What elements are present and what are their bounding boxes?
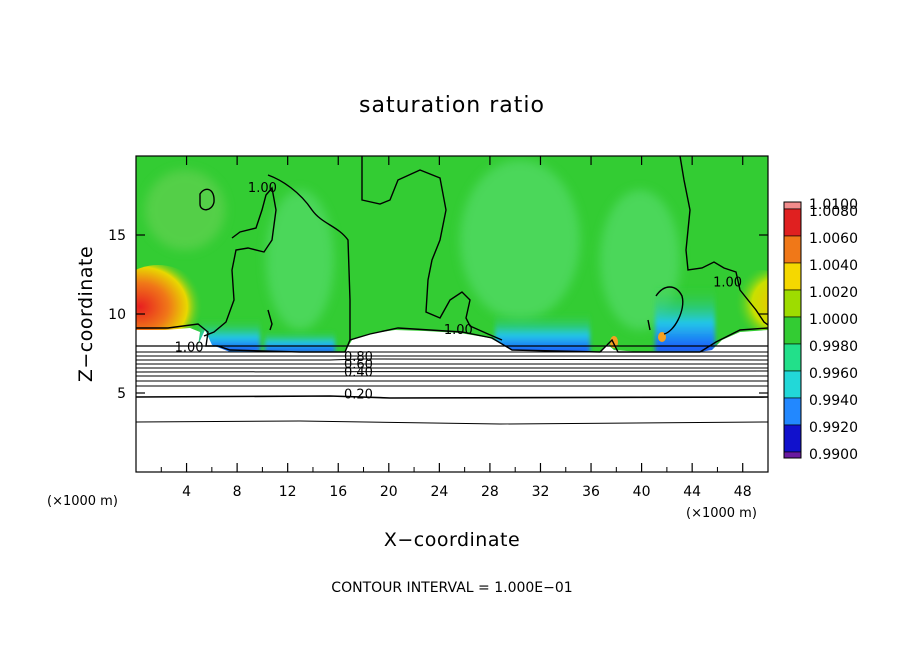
supersaturated-left	[136, 265, 203, 341]
contour-label: 0.40	[344, 366, 373, 381]
x-unit-left: (×1000 m)	[47, 494, 118, 509]
y-tick-label: 5	[117, 386, 126, 402]
colorbar-level-label: 1.0080	[809, 204, 858, 220]
x-tick-label: 32	[532, 484, 550, 500]
contour-label: 1.00	[444, 323, 473, 338]
colorbar-level-label: 1.0040	[809, 258, 858, 274]
colorbar-band	[783, 262, 802, 291]
contour-labels: 1.00 1.00 1.00 1.00 0.800.600.40 0.20	[175, 181, 742, 403]
colorbar-level-label: 1.0060	[809, 231, 858, 247]
colorbar-frame	[783, 201, 802, 459]
x-tick-label: 24	[430, 484, 448, 500]
colorbar-level-label: 0.9960	[809, 366, 858, 382]
contour-label: 0.80	[344, 350, 373, 365]
colorbar-band	[783, 397, 802, 426]
colorbar-level-label: 0.9920	[809, 420, 858, 436]
colorbar-bottom-swatch	[783, 451, 802, 459]
colorbar-level-label: 1.0000	[809, 312, 858, 328]
x-tick-label: 28	[481, 484, 499, 500]
x-tick-label: 8	[233, 484, 242, 500]
colorbar-swatch	[783, 201, 802, 210]
y-tick-label: 10	[108, 307, 126, 323]
colorbar-band	[783, 235, 802, 264]
plot-area: 1.00 1.00 1.00 1.00 0.800.600.40 0.20	[136, 156, 768, 472]
unsaturated-lower-region	[136, 330, 768, 472]
colorbar-level-label: 1.0020	[809, 285, 858, 301]
colorbar-band	[783, 289, 802, 318]
orange-patches	[610, 332, 666, 348]
colorbar-band	[783, 370, 802, 399]
y-axis-label: Z−coordinate	[75, 246, 97, 382]
x-tick-label: 12	[279, 484, 297, 500]
lower-contour-lines	[136, 351, 768, 425]
x-tick-label: 36	[582, 484, 600, 500]
contour-label: 0.60	[344, 358, 373, 373]
x-tick-label: 40	[633, 484, 651, 500]
colorbar-level-label: 1.0100	[809, 197, 858, 213]
colorbar-level-label: 0.9980	[809, 339, 858, 355]
colorbar-level-label: 0.9900	[809, 447, 858, 463]
x-tick-label: 48	[734, 484, 752, 500]
colorbar-band	[783, 424, 802, 453]
x-tick-label: 44	[683, 484, 701, 500]
x-tick-label: 20	[380, 484, 398, 500]
contour-label: 1.00	[175, 340, 204, 355]
contour-label: 1.00	[713, 276, 742, 291]
x-axis-ticks: 4 8 12 16 20 24 28 32 36 40 44 48	[160, 156, 752, 500]
y-axis-ticks: 5 10 15	[108, 228, 768, 402]
upper-field-streaks	[145, 160, 680, 330]
contour-interval-footer: CONTOUR INTERVAL = 1.000E−01	[331, 580, 572, 596]
contour-label: 0.20	[344, 388, 373, 403]
colorbar-band	[783, 343, 802, 372]
colorbar-level-label: 0.9940	[809, 393, 858, 409]
x-axis-label: X−coordinate	[384, 529, 520, 551]
x-tick-label: 16	[329, 484, 347, 500]
contour-label: 1.00	[248, 181, 277, 196]
chart-title: saturation ratio	[359, 93, 545, 118]
x-unit-right: (×1000 m)	[686, 506, 757, 521]
colorbar-band	[783, 208, 802, 237]
y-tick-label: 15	[108, 228, 126, 244]
colorbar-band	[783, 316, 802, 345]
x-tick-label: 4	[182, 484, 191, 500]
